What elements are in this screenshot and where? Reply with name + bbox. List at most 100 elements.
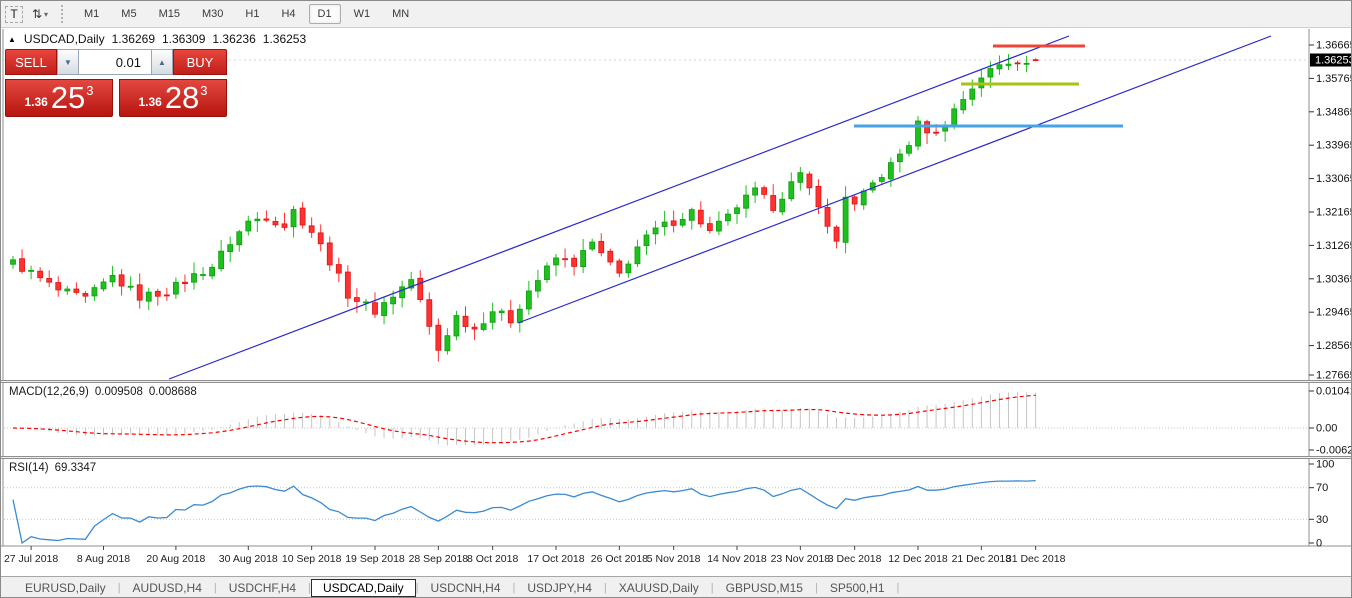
time-axis-label: 23 Nov 2018 — [771, 553, 831, 565]
tab-usdcad-daily[interactable]: USDCAD,Daily — [310, 579, 416, 597]
time-axis-label: 19 Sep 2018 — [345, 553, 405, 565]
timeframe-m5[interactable]: M5 — [121, 8, 137, 20]
macd-signal-value: 0.008688 — [148, 386, 197, 398]
tab-gbpusd-m15[interactable]: GBPUSD,M15 — [725, 581, 803, 595]
timeframe-toolbar: M1 M5 M15 M30 H1 H4 D1 W1 MN — [73, 4, 420, 24]
arrows-tool-button[interactable]: ⇅ ▾ — [28, 3, 52, 25]
volume-input[interactable] — [79, 49, 151, 75]
macd-histogram[interactable] — [13, 392, 1037, 446]
rsi-panel-splitter[interactable] — [1, 456, 1351, 459]
low-value: 1.36236 — [212, 32, 256, 46]
macd-axis[interactable]: 0.010412 0.00 -0.006215 — [1309, 386, 1352, 457]
volume-increase-button[interactable]: ▲ — [151, 49, 173, 75]
timeframe-d1[interactable]: D1 — [308, 4, 341, 24]
tab-sp500-h1[interactable]: SP500,H1 — [829, 581, 885, 595]
tab-xauusd-daily[interactable]: XAUUSD,Daily — [618, 581, 699, 595]
tab-audusd-h4[interactable]: AUDUSD,H4 — [132, 581, 202, 595]
price-axis-label: 1.29465 — [1316, 307, 1352, 319]
arrows-icon: ⇅ — [31, 7, 43, 21]
rsi-label-row: RSI(14) 69.3347 — [9, 462, 96, 474]
timeframe-m30[interactable]: M30 — [201, 8, 224, 20]
buy-price-pipette: 3 — [200, 83, 208, 98]
macd-signal-line[interactable] — [12, 394, 1036, 444]
tab-separator: | — [710, 582, 714, 594]
tab-usdcnh-h4[interactable]: USDCNH,H4 — [430, 581, 501, 595]
macd-panel-splitter[interactable] — [1, 380, 1351, 383]
price-axis-label: 1.35765 — [1316, 73, 1352, 85]
tab-separator: | — [308, 582, 311, 594]
buy-button[interactable]: BUY — [173, 49, 227, 75]
timeframe-w1[interactable]: W1 — [353, 8, 371, 20]
sell-price-button[interactable]: 1.36 25 3 — [5, 79, 113, 117]
time-axis-label: 17 Oct 2018 — [527, 553, 584, 565]
time-axis-label: 30 Aug 2018 — [219, 553, 278, 565]
sell-price-pipette: 3 — [86, 83, 94, 98]
time-axis-label: 26 Oct 2018 — [591, 553, 648, 565]
price-axis-label: 1.27665 — [1316, 370, 1352, 382]
tab-usdchf-h4[interactable]: USDCHF,H4 — [228, 581, 297, 595]
sell-price-big-digits: 25 — [50, 80, 86, 115]
text-tool-icon: T — [5, 5, 23, 23]
horizontal-level-lines[interactable] — [854, 44, 1123, 128]
price-axis-label: 1.33965 — [1316, 140, 1352, 152]
macd-axis-label: 0.010412 — [1316, 386, 1352, 398]
time-axis-label: 31 Dec 2018 — [1006, 553, 1066, 565]
trend-channel-lines[interactable] — [168, 35, 1272, 380]
rsi-axis-label: 30 — [1316, 514, 1328, 526]
volume-decrease-button[interactable]: ▼ — [57, 49, 79, 75]
rsi-axis-label: 100 — [1316, 459, 1334, 471]
time-axis-label: 20 Aug 2018 — [146, 553, 205, 565]
tab-separator: | — [896, 582, 900, 594]
chart-tab-bar: EURUSD,Daily | AUDUSD,H4 | USDCHF,H4 | USDCAD,… — [1, 576, 1351, 597]
price-axis-label: 1.30365 — [1316, 273, 1352, 285]
price-axis[interactable]: 1.36665 1.35765 1.34865 1.33965 1.33065 1.321… — [1309, 40, 1352, 382]
tab-separator: | — [117, 582, 121, 594]
buy-price-button[interactable]: 1.36 28 3 — [119, 79, 227, 117]
rsi-axis[interactable]: 100 70 30 0 — [1309, 459, 1334, 550]
close-value: 1.36253 — [262, 32, 307, 46]
price-axis-label: 1.28565 — [1316, 340, 1352, 352]
time-axis-label: 14 Nov 2018 — [707, 553, 767, 565]
macd-label-row: MACD(12,26,9) 0.009508 0.008688 — [9, 386, 197, 398]
rsi-level-lines — [4, 487, 1309, 520]
tab-separator: | — [814, 582, 818, 594]
chart-title: ▲ USDCAD,Daily 1.36269 1.36309 1.36236 1… — [8, 32, 306, 46]
one-click-trading-panel: SELL ▼ ▲ BUY 1.36 25 3 1.36 28 3 — [5, 49, 227, 117]
time-axis-label: 8 Oct 2018 — [467, 553, 519, 565]
open-value: 1.36269 — [111, 32, 155, 46]
buy-price-big-digits: 28 — [164, 80, 200, 115]
timeframe-mn[interactable]: MN — [392, 8, 410, 20]
time-axis-label: 8 Aug 2018 — [77, 553, 130, 565]
text-tool-button[interactable]: T — [2, 3, 26, 25]
chevron-down-icon: ▾ — [44, 9, 49, 19]
macd-axis-label: 0.00 — [1316, 423, 1337, 435]
panel-borders — [1, 29, 1351, 547]
time-axis-label: 12 Dec 2018 — [888, 553, 948, 565]
tab-usdjpy-h4[interactable]: USDJPY,H4 — [527, 581, 592, 595]
price-axis-label: 1.33065 — [1316, 173, 1352, 185]
tab-separator: | — [415, 582, 419, 594]
timeframe-m15[interactable]: M15 — [158, 8, 180, 20]
macd-axis-label: -0.006215 — [1316, 445, 1352, 457]
macd-main-value: 0.009508 — [94, 386, 143, 398]
top-toolbar: T ⇅ ▾ M1 M5 M15 M30 H1 H4 D1 W1 MN — [1, 1, 1351, 28]
tab-separator: | — [603, 582, 607, 594]
tab-separator: | — [512, 582, 516, 594]
rsi-name: RSI(14) — [9, 462, 49, 474]
tab-eurusd-daily[interactable]: EURUSD,Daily — [25, 581, 106, 595]
collapse-triangle-icon[interactable]: ▲ — [8, 34, 16, 44]
sell-button[interactable]: SELL — [5, 49, 57, 75]
time-axis-label: 21 Dec 2018 — [952, 553, 1012, 565]
time-axis[interactable]: 27 Jul 2018 8 Aug 2018 20 Aug 2018 30 Aug 2… — [4, 546, 1066, 565]
timeframe-m1[interactable]: M1 — [84, 8, 100, 20]
price-axis-label: 1.32165 — [1316, 206, 1352, 218]
timeframe-h1[interactable]: H1 — [245, 8, 260, 20]
buy-price-prefix: 1.36 — [138, 95, 162, 109]
sell-price-prefix: 1.36 — [24, 95, 48, 109]
time-axis-label: 10 Sep 2018 — [282, 553, 342, 565]
toolbar-grip[interactable] — [61, 5, 67, 23]
rsi-line[interactable] — [12, 479, 1036, 545]
timeframe-h4[interactable]: H4 — [281, 8, 296, 20]
